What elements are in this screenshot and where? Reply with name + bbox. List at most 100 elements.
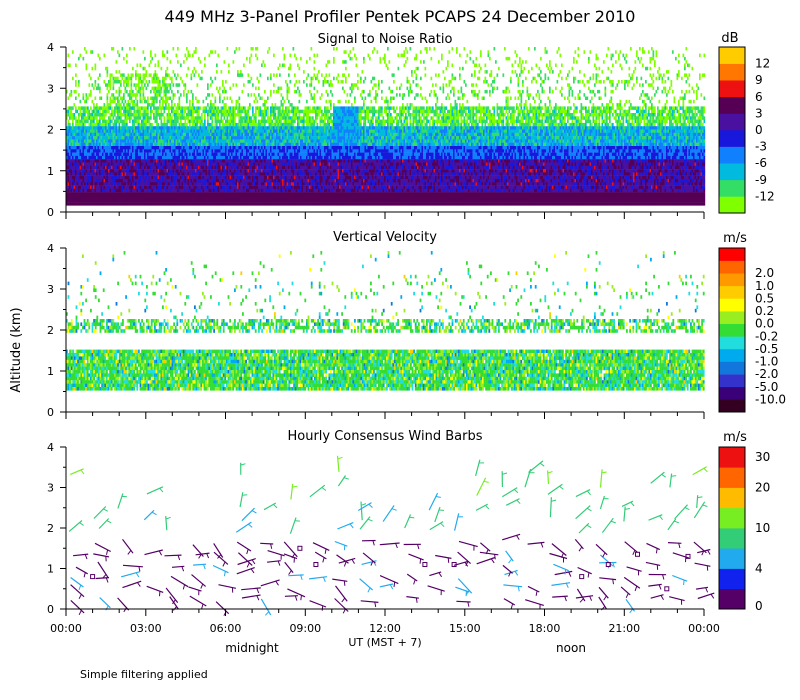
snr-cell [99,129,101,133]
snr-cell [174,172,176,176]
snr-cell [184,136,187,140]
snr-cell [138,136,140,140]
snr-cell [70,195,73,199]
snr-cell [124,86,127,91]
snr-cell [196,142,199,147]
snr-cell [235,159,238,163]
snr-cell [276,142,278,147]
snr-cell [75,169,77,173]
snr-cell [99,192,101,196]
snr-cell [181,165,184,170]
snr-cell [261,149,263,153]
snr-cell [78,162,80,166]
snr-cell [225,132,227,137]
snr-cell [181,129,184,133]
snr-cell [94,66,97,71]
snr-cell [150,89,152,94]
snr-cell [192,126,194,130]
snr-cell [271,122,274,127]
snr-cell [97,146,100,150]
snr-cell [270,188,272,193]
snr-cell [169,146,172,150]
snr-cell [264,182,266,186]
snr-cell [157,162,160,166]
snr-cell [141,152,143,157]
snr-cell [208,179,211,183]
snr-cell [162,76,164,81]
snr-cell [273,159,275,163]
snr-cell [106,83,109,87]
snr-cell [132,113,134,117]
snr-cell [267,119,269,124]
snr-cell [154,109,157,114]
snr-cell [190,188,193,193]
snr-cell [168,188,170,193]
snr-cell [117,129,119,133]
snr-cell [192,182,194,186]
snr-cell [84,175,86,180]
snr-cell [273,185,275,190]
snr-cell [279,169,281,173]
snr-cell [97,165,100,170]
snr-cell [84,179,86,183]
snr-cell [261,175,263,180]
snr-cell [102,175,104,180]
snr-cell [180,165,182,170]
snr-cell [277,152,280,157]
snr-cell [133,198,136,203]
snr-cell [255,155,257,160]
snr-cell [150,152,152,157]
snr-cell [214,179,217,183]
snr-cell [258,129,260,133]
snr-cell [286,142,289,147]
snr-cell [213,175,215,180]
snr-cell [114,139,116,143]
snr-cell [124,116,127,120]
snr-cell [216,129,218,133]
snr-cell [90,152,92,157]
snr-cell [108,122,110,127]
snr-cell [106,192,109,196]
snr-cell [223,192,226,196]
snr-cell [130,165,133,170]
snr-cell [201,192,203,196]
snr-cell [76,132,79,137]
snr-cell [249,146,251,150]
snr-cell [283,155,286,160]
snr-cell [136,122,139,127]
snr-cell [78,159,80,163]
snr-cell [210,179,212,183]
snr-cell [282,172,284,176]
snr-cell [279,179,281,183]
snr-cell [183,142,185,147]
snr-cell [277,192,280,196]
snr-cell [105,109,107,114]
snr-cell [114,76,116,81]
snr-cell [258,172,260,176]
snr-cell [114,106,116,110]
snr-cell [126,139,128,143]
snr-cell [202,136,205,140]
snr-cell [289,53,292,58]
snr-cell [139,109,142,114]
snr-cell [111,129,113,133]
snr-cell [87,155,89,160]
snr-cell [238,149,241,153]
snr-cell [243,126,245,130]
snr-cell [252,139,254,143]
snr-cell [216,139,218,143]
snr-cell [220,195,223,199]
snr-cell [120,188,122,193]
snr-cell [148,179,151,183]
snr-cell [121,149,124,153]
snr-cell [106,172,109,176]
snr-cell [271,139,274,143]
snr-cell [243,149,245,153]
snr-cell [181,195,184,199]
snr-cell [229,109,232,114]
snr-cell [79,169,82,173]
snr-cell [97,192,100,196]
snr-cell [183,165,185,170]
snr-cell [172,202,175,206]
snr-cell [222,198,224,203]
